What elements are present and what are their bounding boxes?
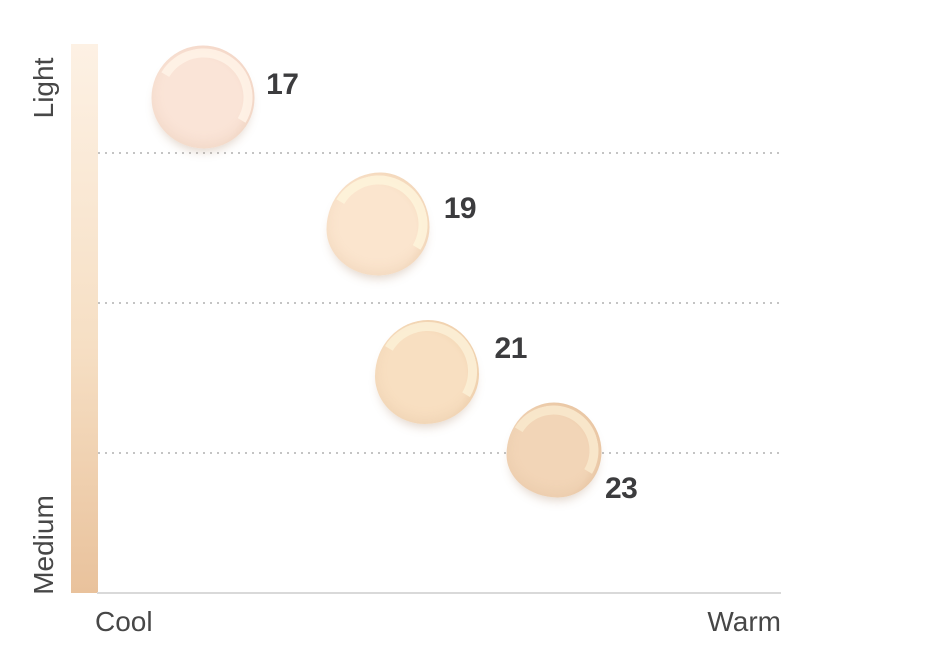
dotted-gridline-1 [98,152,781,155]
y-axis-label-light: Light [28,57,59,119]
shade-swatch-19 [326,172,430,276]
shade-label-19: 19 [443,191,477,225]
x-axis-baseline [97,592,781,594]
shade-label-23: 23 [604,472,638,506]
shade-swatch-17 [151,45,255,149]
shade-label-21: 21 [494,332,528,366]
shade-swatch-23 [506,402,602,498]
shade-label-17: 17 [266,68,299,102]
tone-gradient-bar [71,44,98,593]
dotted-gridline-3 [98,452,781,454]
y-axis-label-medium: Medium [28,495,59,595]
x-axis-label-warm: Warm [707,606,781,637]
shade-swatch-21 [375,319,480,424]
plot-area: 17 19 21 23 [95,44,781,594]
dotted-gridline-2 [98,302,781,305]
x-axis-label-cool: Cool [95,606,153,637]
